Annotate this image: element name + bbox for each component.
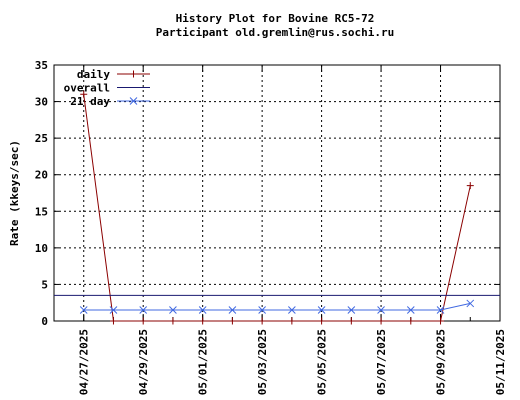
x-tick-label: 05/11/2025 xyxy=(494,329,507,395)
data-point-daily xyxy=(288,317,296,325)
x-tick-label: 05/07/2025 xyxy=(375,329,388,395)
data-point-21-day xyxy=(228,306,237,314)
y-tick-label: 30 xyxy=(35,96,48,109)
data-point-21-day xyxy=(198,306,207,314)
data-point-daily xyxy=(318,317,326,325)
grid-lines xyxy=(54,65,500,321)
legend-label-daily: daily xyxy=(77,68,110,81)
data-point-21-day xyxy=(109,306,118,314)
data-point-daily xyxy=(199,317,207,325)
data-point-21-day xyxy=(139,306,148,314)
data-point-daily xyxy=(466,182,474,190)
plot-frame xyxy=(53,64,501,322)
data-point-daily xyxy=(80,90,88,98)
data-point-daily xyxy=(258,317,266,325)
axes: 0 5 10 15 20 25 30 35 04/27/2025 04/29/2025 05/01/… xyxy=(35,59,507,395)
data-point-daily xyxy=(437,317,445,325)
data-point-daily xyxy=(169,317,177,325)
y-tick-label: 0 xyxy=(41,315,48,328)
data-point-daily xyxy=(109,317,117,325)
data-point-21-day xyxy=(436,306,445,314)
y-tick-label: 5 xyxy=(41,278,48,291)
x-tick-label: 05/03/2025 xyxy=(256,329,269,395)
data-point-21-day xyxy=(377,306,385,314)
data-point-daily xyxy=(347,317,355,325)
data-point-daily xyxy=(377,317,385,325)
legend-label-overall: overall xyxy=(64,82,110,95)
data-point-21-day xyxy=(288,306,296,314)
data-point-daily xyxy=(139,317,147,325)
x-tick-label: 05/01/2025 xyxy=(197,329,210,395)
y-tick-label: 10 xyxy=(35,242,48,255)
data-point-21-day xyxy=(406,306,415,314)
series-group xyxy=(54,90,500,325)
data-point-21-day xyxy=(169,306,177,314)
legend-plus-marker xyxy=(130,70,137,78)
y-tick-label: 35 xyxy=(35,59,48,72)
legend-label-21-day: 21 day xyxy=(70,95,110,108)
data-point-21-day xyxy=(79,306,88,314)
chart-subtitle: Participant old.gremlin@rus.sochi.ru xyxy=(156,26,394,39)
data-point-21-day xyxy=(317,306,326,314)
x-tick-label: 05/05/2025 xyxy=(316,329,329,395)
x-tick-label: 04/29/2025 xyxy=(137,329,150,395)
data-point-21-day xyxy=(347,306,356,314)
y-tick-label: 20 xyxy=(35,169,48,182)
y-tick-label: 15 xyxy=(35,205,48,218)
data-point-daily xyxy=(407,317,415,325)
data-point-21-day xyxy=(258,306,266,314)
series-line-21-day xyxy=(83,302,471,311)
series-line-daily xyxy=(83,94,471,322)
y-tick-label: 25 xyxy=(35,132,48,145)
data-point-daily xyxy=(228,317,236,325)
data-point-21-day xyxy=(466,299,475,308)
y-axis-label: Rate (kkeys/sec) xyxy=(8,140,21,246)
legend-x-marker xyxy=(129,97,138,105)
x-tick-label: 04/27/2025 xyxy=(78,329,91,395)
chart-title: History Plot for Bovine RC5-72 xyxy=(176,12,375,25)
x-tick-label: 05/09/2025 xyxy=(435,329,448,395)
